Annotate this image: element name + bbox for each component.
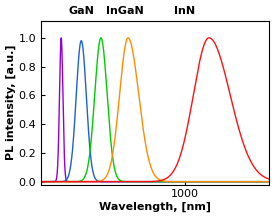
Text: InGaN: InGaN: [106, 6, 143, 16]
Text: GaN: GaN: [68, 6, 94, 16]
Y-axis label: PL intensity, [a.u.]: PL intensity, [a.u.]: [6, 45, 16, 160]
X-axis label: Wavelength, [nm]: Wavelength, [nm]: [99, 202, 211, 213]
Text: InN: InN: [174, 6, 196, 16]
